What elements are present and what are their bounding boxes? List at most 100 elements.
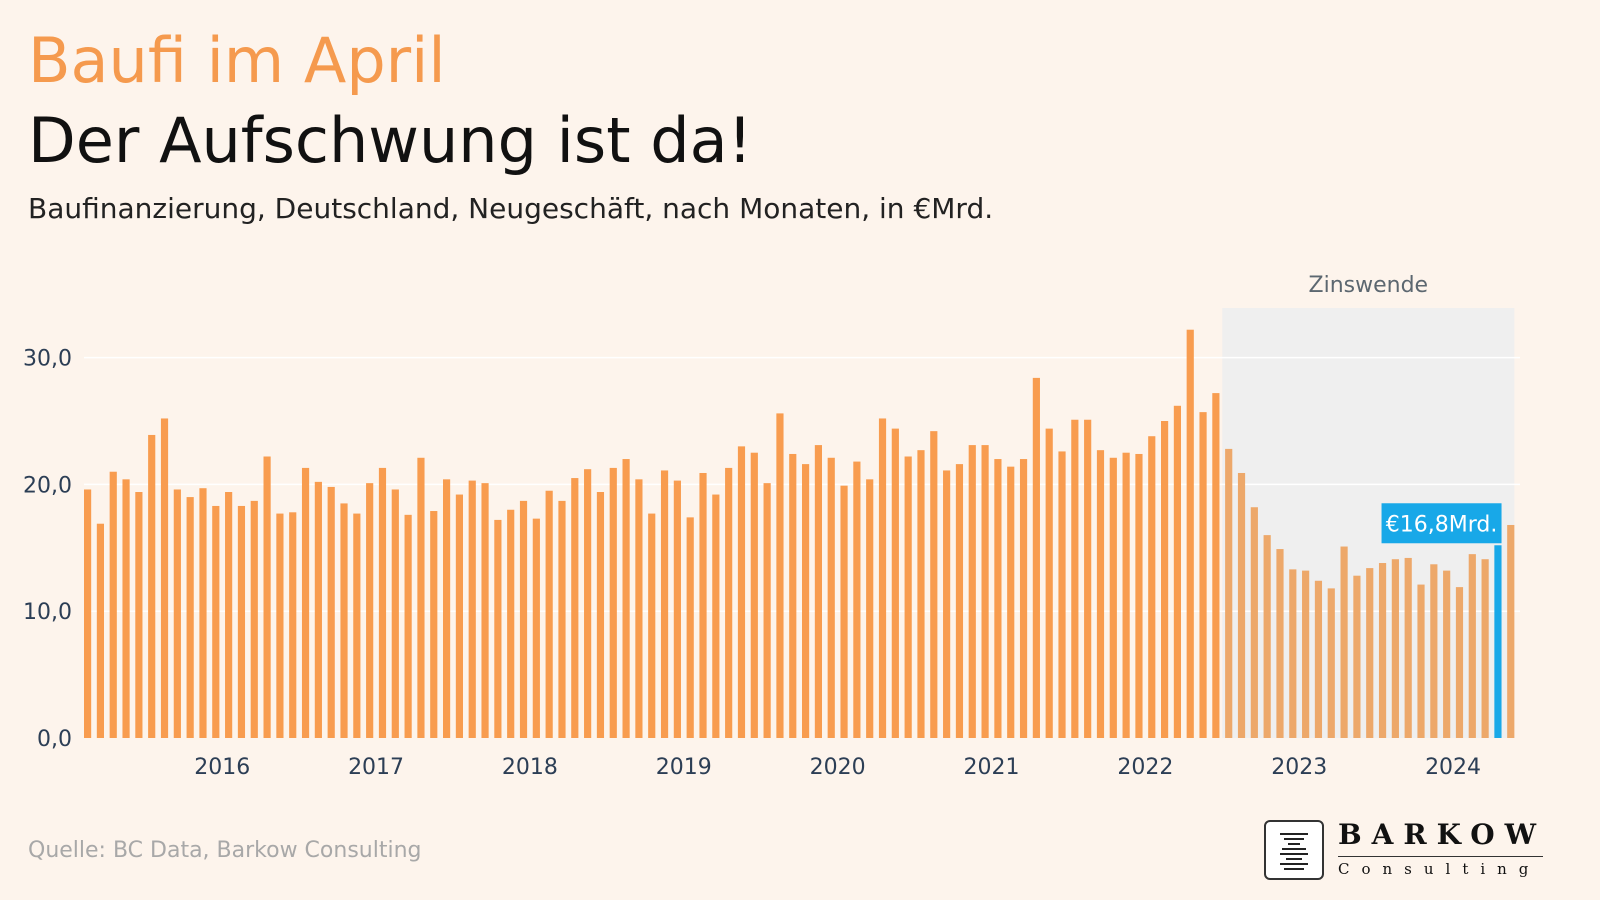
bar xyxy=(212,505,220,738)
bar xyxy=(122,479,130,738)
bar xyxy=(1340,546,1348,738)
bar xyxy=(725,467,733,738)
bar xyxy=(173,489,181,738)
source-note: Quelle: BC Data, Barkow Consulting xyxy=(28,838,422,863)
bar xyxy=(955,464,964,738)
bar xyxy=(96,523,105,738)
bar xyxy=(494,519,502,738)
bar xyxy=(660,470,669,738)
bar xyxy=(648,513,656,738)
bar xyxy=(584,469,592,738)
bar xyxy=(1378,563,1387,738)
bar xyxy=(917,450,925,738)
bar xyxy=(532,518,540,738)
bar xyxy=(1481,559,1489,738)
bar xyxy=(763,483,771,738)
bar xyxy=(750,452,758,738)
bar xyxy=(1161,421,1169,738)
logo-divider xyxy=(1338,856,1543,857)
bar xyxy=(1430,564,1438,738)
bar xyxy=(1443,570,1451,738)
bar xyxy=(1109,457,1117,738)
bar xyxy=(160,418,169,738)
bar xyxy=(301,467,310,738)
bar xyxy=(866,479,874,738)
bar xyxy=(225,492,233,738)
highlight-callout-label: €16,8Mrd. xyxy=(1386,512,1498,537)
bar xyxy=(378,467,387,738)
bar xyxy=(391,489,399,738)
bar xyxy=(789,453,797,738)
bar xyxy=(1302,570,1310,738)
x-tick-label: 2021 xyxy=(964,755,1020,780)
bar xyxy=(1391,559,1399,738)
bar xyxy=(853,461,861,738)
bar xyxy=(468,480,476,738)
bar xyxy=(1096,450,1105,738)
bar xyxy=(1263,535,1271,738)
bar xyxy=(878,418,887,738)
bar xyxy=(840,485,848,738)
bar xyxy=(1468,554,1476,738)
bar xyxy=(1353,575,1361,738)
labels-layer: 2016 2017 2018 2019 2020 2021 2022 2023 2024 €16,… xyxy=(194,503,1502,780)
bar xyxy=(404,514,412,738)
bar xyxy=(737,446,746,738)
logo-wordmark: BARKOW xyxy=(1338,818,1547,851)
bar xyxy=(417,457,425,738)
chart-kicker: Baufi im April xyxy=(28,24,446,97)
bar xyxy=(1058,451,1066,738)
x-tick-label: 2017 xyxy=(348,755,404,780)
barkow-logo-mark-icon xyxy=(1264,820,1324,880)
bar xyxy=(276,513,284,738)
bar xyxy=(353,513,361,738)
y-tick-label: 10,0 xyxy=(23,600,72,625)
bar xyxy=(930,431,938,738)
bar xyxy=(1366,568,1374,738)
bar xyxy=(1135,453,1143,738)
bar xyxy=(1494,545,1502,738)
bar xyxy=(699,472,707,738)
logo-subtitle: Consulting xyxy=(1338,860,1541,878)
bar xyxy=(712,494,720,738)
bar xyxy=(776,413,784,738)
bar xyxy=(1404,557,1412,738)
bar xyxy=(1019,459,1028,738)
y-tick-label: 20,0 xyxy=(23,473,72,498)
bar xyxy=(1071,419,1079,738)
bar xyxy=(1225,448,1233,738)
bar xyxy=(1250,507,1258,738)
bar xyxy=(673,480,681,738)
bar xyxy=(1417,584,1425,738)
bar xyxy=(430,511,438,738)
bar xyxy=(289,512,297,738)
bar xyxy=(1173,405,1182,738)
bar xyxy=(1276,549,1284,738)
bar xyxy=(571,478,579,738)
chart-subtitle: Baufinanzierung, Deutschland, Neugeschäf… xyxy=(28,192,994,225)
zinswende-label: Zinswende xyxy=(1309,273,1429,298)
bar xyxy=(263,456,271,738)
x-tick-label: 2020 xyxy=(810,755,866,780)
bar xyxy=(558,500,566,738)
bar xyxy=(596,492,605,738)
x-tick-label: 2022 xyxy=(1117,755,1173,780)
x-tick-label: 2016 xyxy=(194,755,250,780)
bar xyxy=(686,517,694,738)
bar xyxy=(1007,466,1015,738)
bar xyxy=(443,479,451,738)
bar xyxy=(1045,428,1053,738)
bar xyxy=(1032,377,1040,738)
bar xyxy=(250,500,258,738)
bar xyxy=(135,492,143,738)
bar xyxy=(481,483,489,738)
bar xyxy=(1084,419,1092,738)
bar xyxy=(968,445,976,738)
bar xyxy=(519,500,528,738)
bar xyxy=(802,464,810,738)
bar xyxy=(545,490,553,738)
bar xyxy=(827,457,835,738)
bar xyxy=(1507,524,1515,738)
bar xyxy=(1148,436,1156,738)
